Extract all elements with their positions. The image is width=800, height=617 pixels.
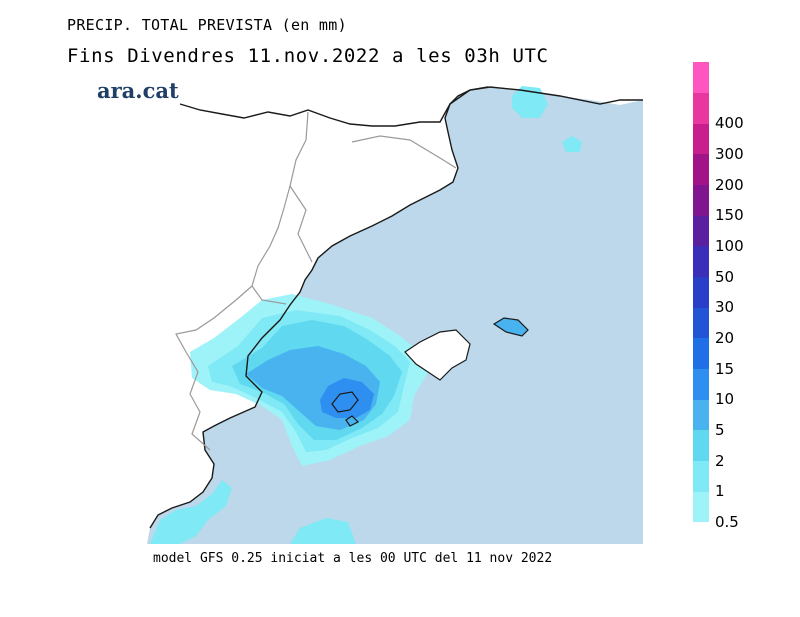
legend-swatch	[693, 154, 709, 186]
menorca-island	[492, 317, 529, 337]
legend-swatch	[693, 430, 709, 462]
mallorca-island	[404, 329, 471, 381]
legend: 0.5 1 2 5 10 15 20 30 50 100 150 200 300 400	[693, 62, 744, 531]
legend-label: 200	[715, 175, 744, 194]
legend-label: 10	[715, 390, 735, 409]
legend-label: 0.5	[715, 513, 739, 531]
legend-swatch	[693, 368, 709, 400]
legend-swatch	[693, 62, 709, 94]
legend-label: 1	[715, 482, 725, 501]
legend-label: 150	[715, 206, 744, 225]
legend-swatch	[693, 307, 709, 339]
legend-swatch	[693, 399, 709, 431]
legend-swatch	[693, 246, 709, 278]
legend-swatch	[693, 491, 709, 523]
legend-label: 300	[715, 145, 744, 163]
legend-label: 400	[715, 114, 744, 133]
formentera-island	[345, 415, 360, 427]
precip-level-0-5-small	[562, 136, 582, 152]
legend-label: 50	[715, 267, 735, 286]
northern-border	[179, 86, 643, 127]
precip-level-0-5-south	[150, 480, 232, 544]
ibiza-island	[331, 391, 359, 413]
brand-logo[interactable]: ara.cat	[97, 78, 179, 103]
legend-label: 15	[715, 359, 735, 378]
legend-swatch	[693, 460, 709, 492]
catalonia-provincial-border	[351, 135, 457, 169]
legend-swatch	[693, 215, 709, 247]
legend-swatch	[693, 123, 709, 155]
precip-level-0-5-south2	[290, 518, 356, 544]
legend-label: 100	[715, 237, 744, 255]
chart-title: PRECIP. TOTAL PREVISTA (en mm)	[67, 16, 347, 34]
catalonia-aragon-border	[251, 111, 309, 305]
legend-label: 30	[715, 298, 735, 317]
legend-swatch	[693, 276, 709, 308]
balearic-islands	[331, 317, 529, 427]
legend-swatch	[693, 184, 709, 216]
legend-label: 2	[715, 451, 725, 470]
regional-borders	[175, 111, 457, 451]
chart-subtitle: Fins Divendres 11.nov.2022 a les 03h UTC	[67, 45, 549, 67]
legend-label: 20	[715, 329, 735, 347]
legend-swatch	[693, 92, 709, 124]
precip-level-0-5-east	[512, 86, 548, 118]
legend-label: 5	[715, 421, 725, 439]
coastline	[149, 86, 489, 529]
legend-swatch	[693, 338, 709, 370]
model-info: model GFS 0.25 iniciat a les 00 UTC del …	[153, 551, 553, 566]
catalonia-provincial-border-2	[289, 185, 313, 263]
valencia-aragon-border	[175, 285, 253, 451]
sea-area	[147, 87, 643, 544]
